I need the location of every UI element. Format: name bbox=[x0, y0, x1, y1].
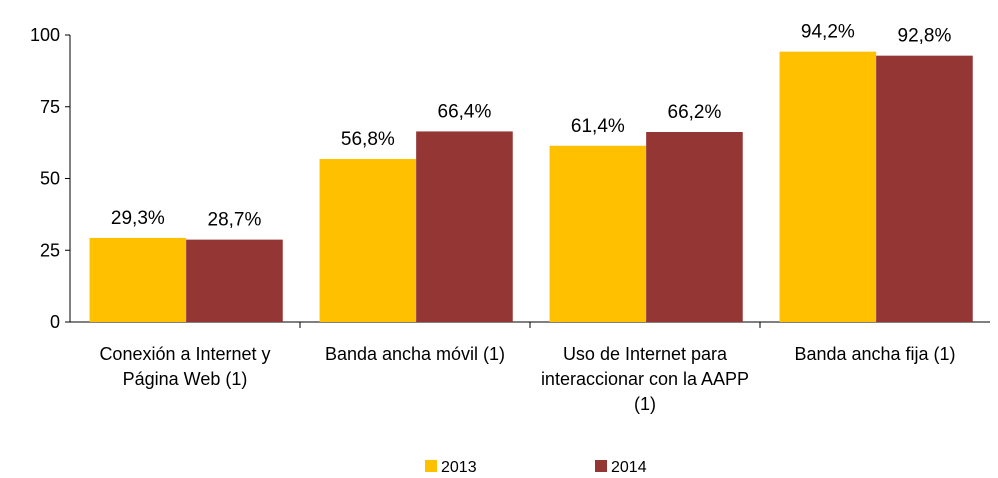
x-tick-line: interaccionar con la AAPP bbox=[541, 369, 749, 389]
y-tick-label: 75 bbox=[40, 97, 60, 117]
y-tick-label: 25 bbox=[40, 240, 60, 260]
value-label: 94,2% bbox=[801, 22, 855, 43]
value-label: 28,7% bbox=[208, 210, 262, 231]
bar bbox=[779, 51, 877, 323]
x-tick-label: Uso de Internet para interaccionar con la… bbox=[541, 344, 749, 414]
bar bbox=[549, 145, 647, 322]
value-label: 29,3% bbox=[111, 208, 165, 229]
value-label: 66,4% bbox=[438, 101, 492, 122]
x-tick-line: Banda ancha fija (1) bbox=[794, 344, 955, 364]
value-label: 61,4% bbox=[571, 116, 625, 137]
legend-swatch bbox=[595, 460, 607, 472]
legend-label: 2014 bbox=[611, 459, 647, 476]
value-label: 56,8% bbox=[341, 129, 395, 150]
y-tick-label: 0 bbox=[50, 312, 60, 332]
value-label: 92,8% bbox=[898, 26, 952, 47]
x-tick-line: Banda ancha móvil (1) bbox=[325, 344, 505, 364]
bar bbox=[646, 132, 743, 322]
x-tick-line: (1) bbox=[634, 394, 656, 414]
x-tick-label: Banda ancha fija (1) bbox=[794, 344, 955, 364]
y-tick-label: 100 bbox=[30, 25, 60, 45]
bar bbox=[416, 131, 513, 322]
x-tick-line: Página Web (1) bbox=[123, 369, 248, 389]
bar bbox=[89, 237, 187, 322]
legend-swatch bbox=[425, 460, 437, 472]
x-tick-line: Uso de Internet para bbox=[563, 344, 728, 364]
x-tick-line: Conexión a Internet y bbox=[99, 344, 270, 364]
x-tick-label: Conexión a Internet y Página Web (1) bbox=[99, 344, 270, 389]
y-tick-label: 50 bbox=[40, 169, 60, 189]
bar bbox=[876, 55, 973, 322]
x-tick-label: Banda ancha móvil (1) bbox=[325, 344, 505, 364]
value-label: 66,2% bbox=[668, 102, 722, 123]
bar bbox=[319, 158, 417, 322]
legend-label: 2013 bbox=[441, 459, 477, 476]
bar bbox=[186, 239, 283, 322]
